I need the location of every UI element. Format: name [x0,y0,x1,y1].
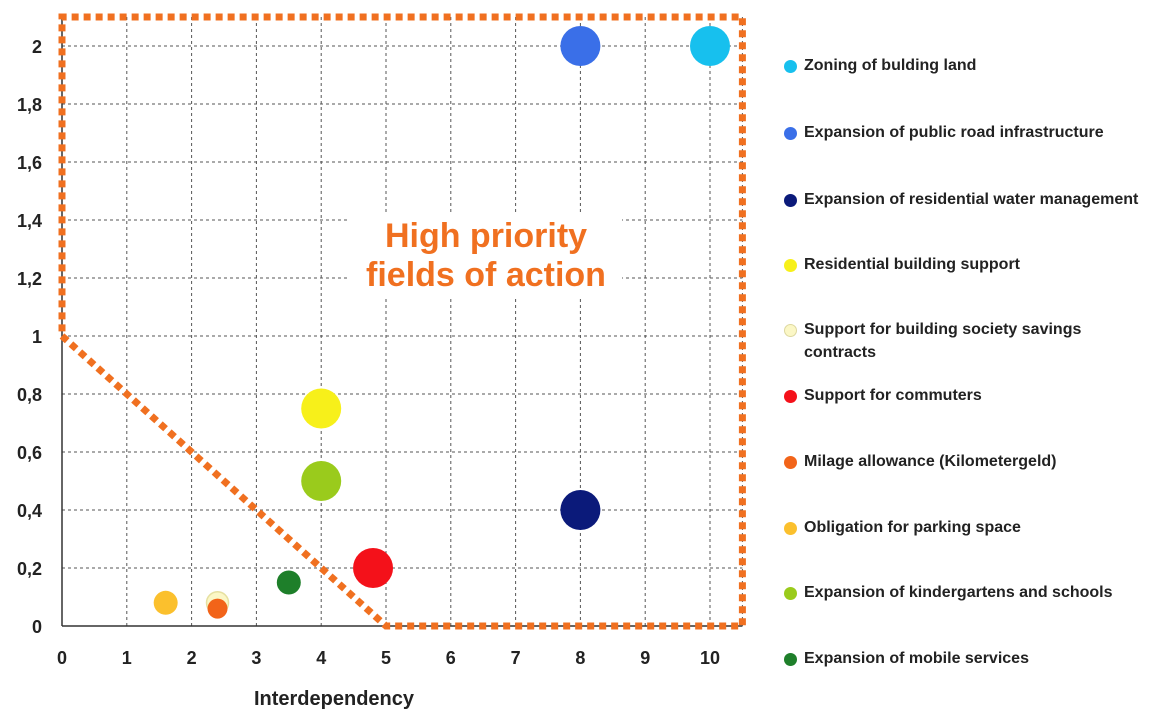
legend-label: Obligation for parking space [804,519,1021,536]
y-tick-label-5: 1 [32,327,42,347]
x-tick-label-4: 4 [316,648,326,668]
x-tick-label-0: 0 [57,648,67,668]
legend-swatch [784,653,797,666]
legend-swatch [784,456,797,469]
legend-item: Obligation for parking space [784,518,1154,539]
legend-swatch [784,194,797,207]
x-tick-label-8: 8 [575,648,585,668]
legend-swatch [784,522,797,535]
legend-swatch [784,587,797,600]
legend-swatch [784,127,797,140]
legend-item: Expansion of mobile services [784,649,1154,670]
legend-swatch [784,259,797,272]
legend-item: Residential building support [784,255,1154,276]
x-tick-label-7: 7 [511,648,521,668]
legend-swatch [784,390,797,403]
data-points [153,26,730,619]
legend-item: Milage allowance (Kilometergeld) [784,452,1154,473]
legend-item: Expansion of residential water managemen… [784,190,1154,211]
point-obligation-for-parking-space [153,590,178,615]
x-tick-label-10: 10 [700,648,720,668]
annotation-line-2: fields of action [366,256,606,294]
x-tick-label-2: 2 [187,648,197,668]
legend-label: Milage allowance (Kilometergeld) [804,453,1057,470]
high-priority-region-boundary [58,13,746,630]
legend-label: Expansion of public road infrastructure [804,124,1104,141]
y-tick-label-1: 0,2 [17,559,42,579]
legend-item: Expansion of public road infrastructure [784,123,1154,144]
legend-item: Support for commuters [784,386,1154,407]
legend-item: Expansion of kindergartens and schools [784,583,1154,604]
annotation-background [350,212,622,298]
annotation-line-1: High priority [385,217,587,255]
x-tick-label-9: 9 [640,648,650,668]
legend-swatch [784,60,797,73]
y-tick-label-10: 2 [32,37,42,57]
point-expansion-of-kindergartens-and-schools [301,461,342,501]
x-tick-label-6: 6 [446,648,456,668]
legend-label: Support for commuters [804,387,982,404]
legend-label: Expansion of mobile services [804,650,1029,667]
axes [61,17,743,627]
point-milage-allowance-kilometergeld [207,598,228,619]
point-expansion-of-mobile-services [276,570,301,595]
point-zoning-of-bulding-land [690,26,730,66]
y-tick-label-3: 0,6 [17,443,42,463]
y-axis-ticks: 0 0,2 0,4 0,6 0,8 1 1,2 1,4 1,6 1,8 2 [17,37,42,637]
legend-item: Support for building society savings con… [784,320,1154,364]
legend-label: Support for building society savings con… [804,321,1082,361]
x-axis-ticks: 0 1 2 3 4 5 6 7 8 9 10 [57,648,720,668]
point-expansion-of-public-road-infrastructure [560,26,601,66]
legend-label: Expansion of kindergartens and schools [804,584,1113,601]
legend-label: Zoning of bulding land [804,57,977,74]
legend-label: Expansion of residential water managemen… [804,191,1139,208]
legend-swatch [784,324,797,337]
point-expansion-of-residential-water-management [560,490,601,530]
legend-label: Residential building support [804,256,1020,273]
point-support-for-commuters [353,548,394,588]
x-axis-title: Interdependency [254,688,415,710]
y-tick-label-8: 1,6 [17,153,42,173]
y-tick-label-0: 0 [32,617,42,637]
y-tick-label-9: 1,8 [17,95,42,115]
x-tick-label-1: 1 [122,648,132,668]
x-tick-label-5: 5 [381,648,391,668]
y-tick-label-7: 1,4 [17,211,42,231]
y-tick-label-4: 0,8 [17,385,42,405]
grid [61,17,743,627]
y-tick-label-6: 1,2 [17,269,42,289]
y-tick-label-2: 0,4 [17,501,42,521]
point-residential-building-support [301,388,342,429]
legend-item: Zoning of bulding land [784,56,1154,77]
x-tick-label-3: 3 [251,648,261,668]
